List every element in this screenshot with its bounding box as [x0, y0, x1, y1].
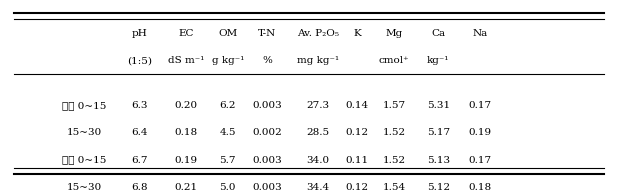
Text: 6.2: 6.2: [219, 101, 236, 110]
Text: 0.19: 0.19: [174, 156, 198, 165]
Text: 6.3: 6.3: [132, 101, 148, 110]
Text: 0.003: 0.003: [252, 183, 282, 192]
Text: (1:5): (1:5): [127, 56, 152, 65]
Text: T-N: T-N: [258, 29, 276, 38]
Text: 6.7: 6.7: [132, 156, 148, 165]
Text: 0.12: 0.12: [345, 183, 368, 192]
Text: 0.002: 0.002: [252, 128, 282, 137]
Text: 5.0: 5.0: [219, 183, 236, 192]
Text: Av. P₂O₅: Av. P₂O₅: [297, 29, 339, 38]
Text: 5.13: 5.13: [426, 156, 450, 165]
Text: Ca: Ca: [431, 29, 445, 38]
Text: 0.20: 0.20: [174, 101, 198, 110]
Text: 남부 0~15: 남부 0~15: [62, 156, 107, 165]
Text: 27.3: 27.3: [307, 101, 330, 110]
Text: 5.17: 5.17: [426, 128, 450, 137]
Text: 5.12: 5.12: [426, 183, 450, 192]
Text: 4.5: 4.5: [219, 128, 236, 137]
Text: Na: Na: [472, 29, 488, 38]
Text: 0.12: 0.12: [345, 128, 368, 137]
Text: g kg⁻¹: g kg⁻¹: [211, 56, 244, 65]
Text: 5.7: 5.7: [219, 156, 236, 165]
Text: 0.003: 0.003: [252, 101, 282, 110]
Text: 6.4: 6.4: [132, 128, 148, 137]
Text: 6.8: 6.8: [132, 183, 148, 192]
Text: 0.21: 0.21: [174, 183, 198, 192]
Text: 1.57: 1.57: [383, 101, 405, 110]
Text: mg kg⁻¹: mg kg⁻¹: [297, 56, 339, 65]
Text: Mg: Mg: [385, 29, 402, 38]
Text: %: %: [262, 56, 272, 65]
Text: 34.4: 34.4: [307, 183, 330, 192]
Text: dS m⁻¹: dS m⁻¹: [167, 56, 204, 65]
Text: kg⁻¹: kg⁻¹: [427, 56, 449, 65]
Text: 뛹부 0~15: 뛹부 0~15: [62, 101, 107, 110]
Text: pH: pH: [132, 29, 148, 38]
Text: cmol⁺: cmol⁺: [379, 56, 409, 65]
Text: 1.54: 1.54: [383, 183, 405, 192]
Text: K: K: [353, 29, 361, 38]
Text: 0.17: 0.17: [468, 101, 491, 110]
Text: 1.52: 1.52: [383, 156, 405, 165]
Text: 0.003: 0.003: [252, 156, 282, 165]
Text: 0.14: 0.14: [345, 101, 368, 110]
Text: 5.31: 5.31: [426, 101, 450, 110]
Text: 0.17: 0.17: [468, 156, 491, 165]
Text: 0.18: 0.18: [468, 183, 491, 192]
Text: 34.0: 34.0: [307, 156, 330, 165]
Text: 1.52: 1.52: [383, 128, 405, 137]
Text: 15~30: 15~30: [67, 183, 102, 192]
Text: EC: EC: [178, 29, 193, 38]
Text: 15~30: 15~30: [67, 128, 102, 137]
Text: 28.5: 28.5: [307, 128, 330, 137]
Text: 0.18: 0.18: [174, 128, 198, 137]
Text: 0.19: 0.19: [468, 128, 491, 137]
Text: 0.11: 0.11: [345, 156, 368, 165]
Text: OM: OM: [218, 29, 237, 38]
